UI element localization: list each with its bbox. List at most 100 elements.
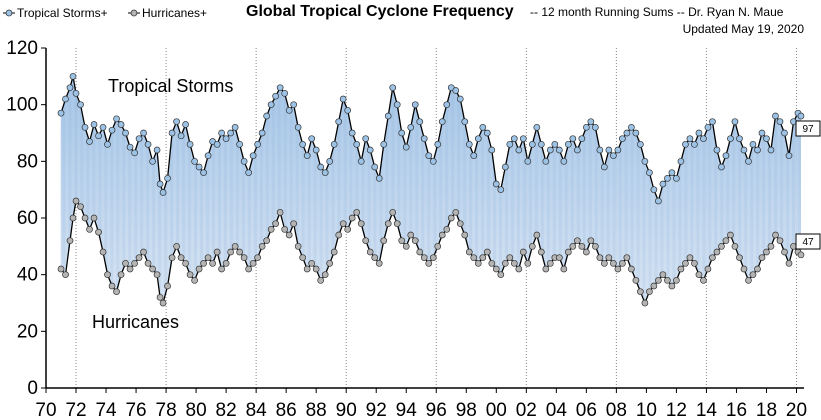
storm-point — [758, 129, 766, 137]
storm-point — [272, 92, 280, 100]
hurricane-point — [240, 254, 248, 262]
storm-point — [682, 140, 689, 148]
x-tick-label: 78 — [156, 400, 177, 420]
hurricane-point — [348, 214, 356, 222]
storm-point — [655, 197, 662, 205]
y-tick-label: 0 — [27, 378, 38, 399]
storm-point — [195, 163, 203, 171]
end-label-storms-text: 97 — [802, 124, 814, 135]
storm-point — [411, 101, 419, 109]
hurricane-point — [299, 254, 307, 262]
hurricane-point — [686, 254, 694, 262]
hurricane-point — [492, 265, 500, 273]
hurricane-point — [510, 259, 518, 267]
storm-point — [348, 129, 356, 137]
hurricane-point — [767, 242, 775, 250]
storm-point — [614, 146, 622, 154]
x-tick-label: 84 — [246, 400, 268, 420]
storm-point — [149, 157, 156, 165]
storm-point — [754, 146, 761, 154]
hurricane-point — [569, 242, 577, 250]
storm-point — [231, 123, 239, 131]
storm-point — [452, 87, 460, 94]
hurricane-point — [772, 231, 779, 239]
hurricane-point — [57, 265, 65, 273]
hurricane-point — [578, 242, 586, 250]
storm-point — [749, 140, 757, 148]
storm-point — [641, 157, 649, 165]
hurricane-point — [614, 265, 622, 273]
storm-point — [767, 146, 775, 154]
hurricane-point — [117, 271, 125, 279]
hurricane-point — [231, 242, 239, 250]
end-label-storms: 97 — [795, 120, 821, 137]
storm-point — [797, 112, 805, 120]
storm-point — [727, 135, 734, 143]
hurricane-point — [785, 259, 793, 267]
hurricane-point — [655, 276, 662, 284]
x-tick-label: 76 — [125, 400, 146, 420]
storm-point — [461, 118, 469, 126]
storm-point — [465, 140, 473, 148]
hurricane-point — [249, 259, 257, 267]
hurricane-point — [99, 248, 107, 256]
hurricane-point — [754, 265, 761, 273]
storm-point — [497, 186, 505, 194]
storm-point — [546, 146, 554, 154]
hurricane-point — [290, 220, 298, 228]
hurricane-point — [353, 208, 361, 216]
x-tick-label: 94 — [396, 400, 418, 420]
x-tick-label: 70 — [35, 400, 56, 420]
hurricane-point — [722, 237, 730, 245]
storm-point — [542, 157, 550, 165]
hurricane-point — [389, 208, 397, 216]
y-tick-label: 80 — [17, 151, 38, 172]
end-label-hurricanes-box — [795, 233, 821, 250]
storm-point — [691, 140, 698, 148]
hurricane-point — [465, 248, 473, 256]
hurricane-point — [659, 271, 667, 279]
hurricane-point — [497, 271, 505, 279]
storm-point — [375, 174, 383, 182]
hurricane-point — [515, 265, 523, 273]
storm-point — [686, 135, 694, 143]
storm-point — [470, 152, 478, 160]
hurricane-point — [144, 259, 152, 267]
storm-point — [186, 140, 194, 148]
storm-point — [380, 140, 388, 148]
hurricane-point — [66, 237, 74, 245]
hurricane-point — [632, 276, 640, 284]
storm-point — [249, 152, 257, 160]
hurricane-point — [339, 220, 347, 228]
storm-point — [177, 132, 185, 140]
hurricane-point — [186, 271, 194, 279]
storm-point — [772, 112, 779, 120]
x-tick-label: 12 — [666, 400, 687, 420]
x-tick-label: 82 — [216, 400, 237, 420]
storm-point — [429, 157, 437, 165]
storm-point — [420, 135, 428, 143]
hurricane-point — [182, 259, 189, 267]
storm-point — [709, 118, 716, 126]
storm-point — [294, 123, 302, 131]
hurricane-point — [281, 225, 289, 233]
hurricane-point — [587, 237, 595, 245]
chart-title: Global Tropical Cyclone Frequency — [246, 3, 514, 20]
storm-point — [722, 152, 730, 160]
storm-point — [637, 140, 644, 148]
storm-point — [321, 169, 329, 177]
storm-point — [113, 115, 120, 123]
hurricane-point — [718, 242, 725, 250]
storm-point — [122, 129, 129, 137]
annotation-hurricanes: Hurricanes — [92, 312, 179, 332]
storm-point — [222, 135, 230, 143]
legend-storm-marker — [5, 9, 13, 17]
storm-point — [117, 121, 125, 128]
storm-point — [443, 101, 451, 109]
hurricane-point — [335, 231, 343, 239]
storm-point — [276, 84, 284, 92]
storm-point — [254, 140, 261, 148]
hurricane-point — [443, 225, 451, 233]
hurricane-point — [95, 228, 102, 236]
storm-point — [632, 129, 640, 137]
